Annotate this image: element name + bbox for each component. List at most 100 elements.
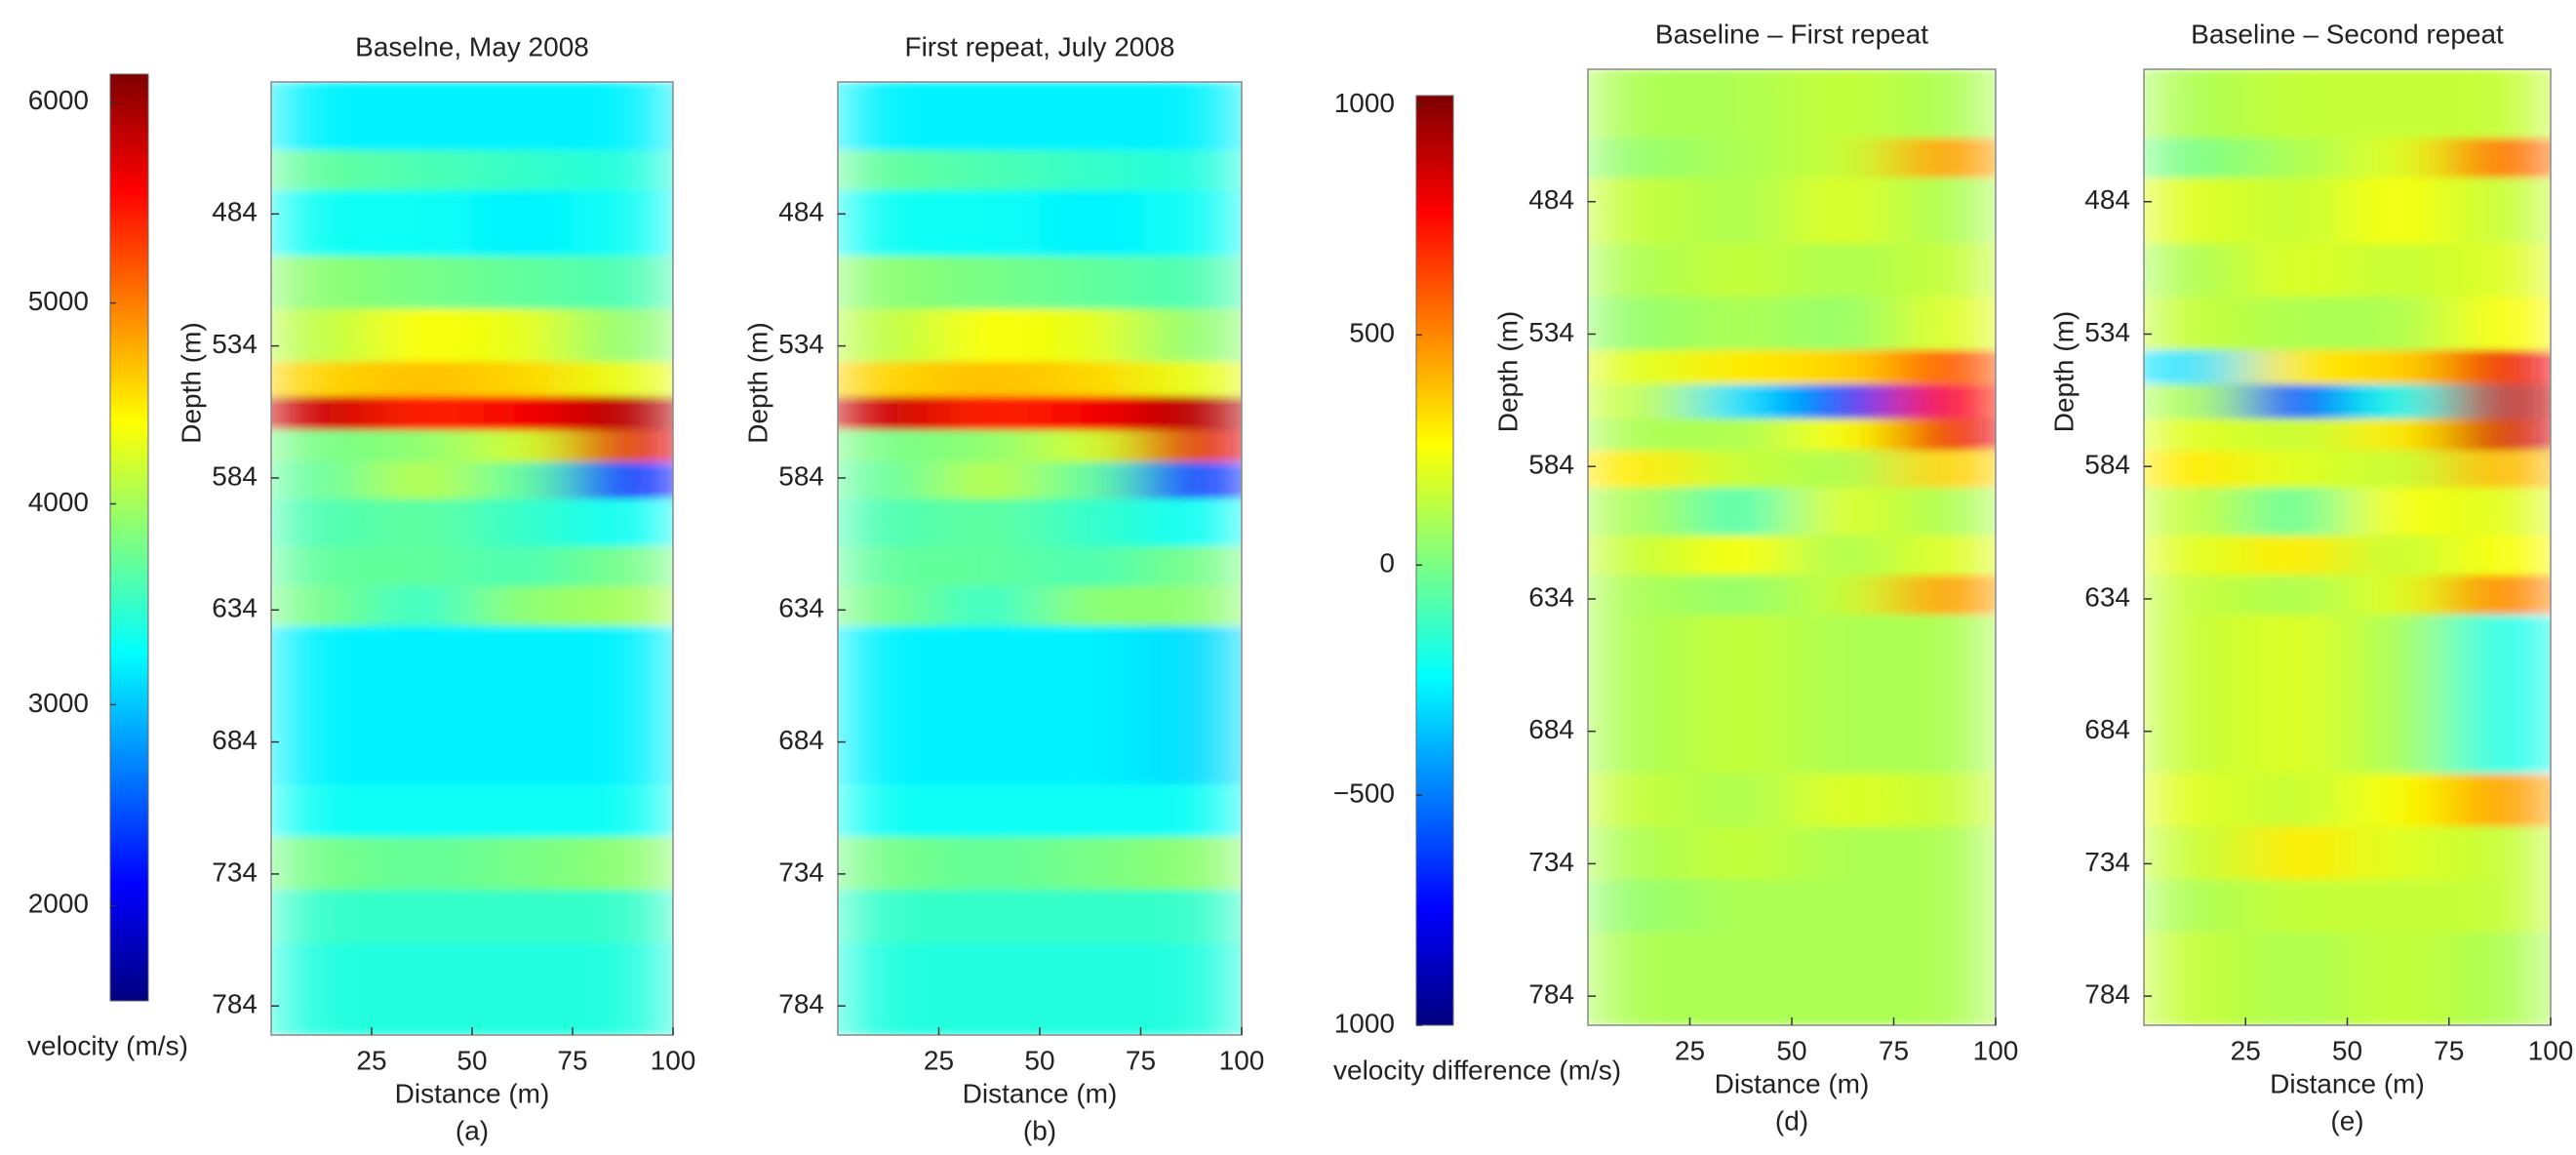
heatmap-cell — [2347, 138, 2450, 179]
heatmap-cell — [1893, 774, 1996, 827]
colorbar — [1415, 95, 1454, 1026]
colorbar — [109, 73, 149, 1002]
heatmap-cell — [2245, 535, 2348, 577]
heatmap-cell — [938, 396, 1041, 431]
heatmap-cell — [573, 625, 673, 785]
colorbar-label: velocity (m/s) — [27, 1030, 188, 1060]
heatmap-cell — [2144, 138, 2246, 179]
heatmap-cell — [1792, 69, 1894, 139]
heatmap-cell — [2347, 615, 2450, 775]
heatmap-cell — [573, 461, 673, 500]
heatmap-cell — [1893, 297, 1996, 351]
heatmap-cell — [573, 498, 673, 547]
heatmap-cell — [1040, 890, 1141, 943]
heatmap-cell — [1140, 461, 1242, 500]
heatmap-cell — [271, 546, 373, 587]
heatmap-cell — [838, 361, 939, 397]
heatmap-cell — [1689, 575, 1793, 616]
heatmap-cell — [1792, 879, 1894, 934]
heatmap-cell — [372, 308, 473, 363]
heatmap-cell — [1588, 69, 1690, 139]
panel-caption: (d) — [1775, 1105, 1808, 1135]
heatmap-cell — [2144, 244, 2246, 298]
heatmap-cell — [1588, 450, 1690, 489]
y-tick-label: 534 — [1528, 317, 1574, 347]
heatmap-cell — [573, 546, 673, 587]
heatmap-cell — [1689, 774, 1793, 827]
heatmap-cell — [271, 498, 373, 547]
heatmap-cell — [472, 546, 574, 587]
heatmap-cell — [573, 783, 673, 838]
heatmap-cell — [372, 461, 473, 500]
heatmap-cell — [1588, 615, 1690, 775]
heatmap-cell — [1588, 297, 1690, 351]
heatmap-cell — [1140, 189, 1242, 258]
heatmap-cell — [838, 625, 939, 785]
heatmap-cell — [271, 150, 373, 191]
heatmap-cell — [1689, 384, 1793, 419]
heatmap-cell — [2347, 297, 2450, 351]
x-tick-label: 75 — [1879, 1035, 1909, 1065]
heatmap-cell — [1792, 487, 1894, 537]
heatmap-cell — [938, 256, 1041, 310]
heatmap-cell — [938, 361, 1041, 397]
heatmap-cell — [838, 585, 939, 627]
heatmap-cell — [1893, 349, 1996, 385]
heatmap-cell — [1792, 535, 1894, 577]
heatmap-cell — [2448, 69, 2551, 139]
heatmap-cell — [472, 461, 574, 500]
heatmap-cell — [1040, 498, 1141, 547]
y-tick-label: 734 — [778, 856, 824, 887]
heatmap-cell — [2245, 418, 2348, 452]
heatmap-cell — [1040, 189, 1141, 258]
heatmap-cell — [1689, 826, 1793, 881]
y-tick-label: 484 — [778, 197, 824, 227]
heatmap-cell — [2448, 575, 2551, 616]
heatmap-cell — [2448, 178, 2551, 245]
heatmap-cell — [2347, 418, 2450, 452]
chart-title: First repeat, July 2008 — [904, 31, 1174, 61]
x-axis-label: Distance (m) — [395, 1078, 550, 1108]
heatmap-cell — [938, 890, 1041, 943]
heatmap-cell — [2347, 384, 2450, 419]
heatmap-cell — [372, 396, 473, 431]
heatmap-cell — [1140, 430, 1242, 463]
heatmap-cell — [1140, 837, 1242, 891]
heatmap-cell — [1140, 890, 1242, 943]
heatmap-cell — [838, 783, 939, 838]
heatmap-cell — [1893, 244, 1996, 298]
heatmap-cell — [1893, 879, 1996, 934]
heatmap-cell — [1689, 487, 1793, 537]
heatmap-cell — [1588, 349, 1690, 385]
x-axis-label: Distance (m) — [2270, 1068, 2425, 1098]
y-tick-label: 584 — [212, 460, 258, 491]
heatmap-cell — [271, 308, 373, 363]
heatmap-cell — [271, 585, 373, 627]
heatmap-cell — [2347, 69, 2450, 139]
heatmap-cell — [2245, 297, 2348, 351]
x-tick-label: 75 — [557, 1045, 587, 1075]
x-tick-label: 100 — [2528, 1035, 2574, 1065]
heatmap-cells — [838, 82, 1242, 1035]
heatmap-cell — [2144, 879, 2246, 934]
heatmap-cell — [2448, 826, 2551, 881]
heatmap-cell — [573, 256, 673, 310]
heatmap-cell — [472, 189, 574, 258]
heatmap-cell — [2245, 384, 2348, 419]
heatmap-cell — [938, 498, 1041, 547]
y-tick-label: 734 — [2084, 847, 2130, 877]
heatmap-cell — [1893, 178, 1996, 245]
heatmap-cell — [938, 837, 1041, 891]
heatmap-cell — [1893, 138, 1996, 179]
heatmap-cell — [2347, 575, 2450, 616]
heatmap — [838, 82, 1242, 1035]
y-tick-label: 734 — [212, 856, 258, 887]
y-tick-label: 484 — [212, 197, 258, 227]
heatmap-cell — [938, 82, 1041, 151]
heatmap-cell — [2245, 450, 2348, 489]
x-tick-label: 75 — [1126, 1045, 1156, 1075]
heatmap-cell — [472, 837, 574, 891]
heatmap-cell — [573, 837, 673, 891]
heatmap-cell — [1893, 932, 1996, 1025]
heatmap-cell — [938, 585, 1041, 627]
